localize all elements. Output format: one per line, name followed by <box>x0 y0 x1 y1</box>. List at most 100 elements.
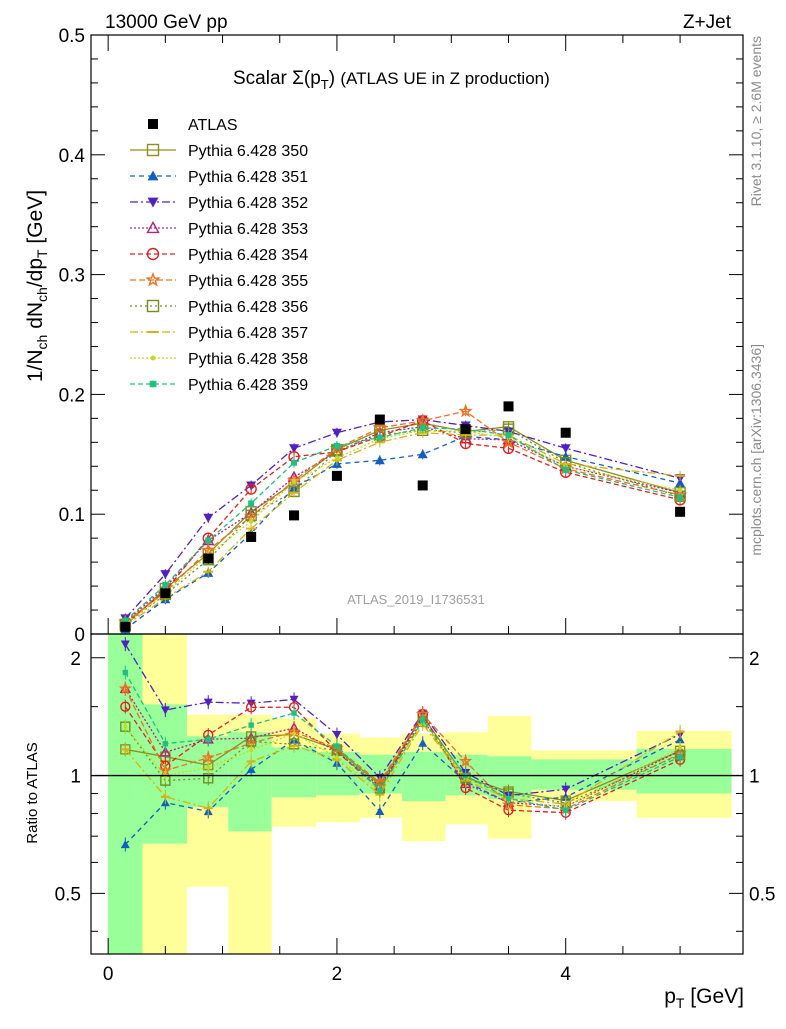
legend-label: Pythia 6.428 354 <box>188 247 308 264</box>
ratio-tick-label-right: 1 <box>749 767 760 788</box>
main-series-layer <box>118 401 688 634</box>
series-10 <box>122 422 684 626</box>
ratio-band-green-4 <box>271 747 317 798</box>
chart-title: Scalar Σ(pT) (ATLAS UE in Z production) <box>233 68 550 92</box>
legend-label: Pythia 6.428 359 <box>188 377 308 394</box>
ratio-line <box>124 672 681 811</box>
ratio-band-green-7 <box>402 751 446 802</box>
ratio-tick-label-right: 0.5 <box>749 884 775 905</box>
legend-marker <box>146 143 160 157</box>
ratio-point <box>420 717 426 723</box>
ratio-point <box>120 701 131 712</box>
legend-item: Pythia 6.428 350 <box>130 143 308 160</box>
ratio-point <box>677 753 683 760</box>
ratio-point <box>120 839 130 849</box>
legend-marker <box>147 170 159 181</box>
legend-item: Pythia 6.428 351 <box>130 169 308 186</box>
energy-label: 13000 GeV pp <box>105 12 228 33</box>
series-line <box>124 435 681 630</box>
ratio-point <box>458 754 473 767</box>
y-tick-label: 0.1 <box>59 505 85 526</box>
ratio-point <box>118 681 132 695</box>
series-point <box>334 455 340 461</box>
process-label: Z+Jet <box>683 12 732 33</box>
series-point <box>419 424 426 431</box>
ratio-band-green-10 <box>531 759 637 790</box>
legend-label: Pythia 6.428 350 <box>188 143 308 160</box>
series-point <box>331 428 342 438</box>
ratio-line <box>125 714 681 802</box>
series-point <box>677 487 683 493</box>
ratio-series-10 <box>122 665 683 818</box>
x-tick-label: 4 <box>560 964 571 985</box>
data-point <box>120 621 131 632</box>
data-point <box>246 531 257 542</box>
legend-label: Pythia 6.428 353 <box>188 221 308 238</box>
legend-item: Pythia 6.428 357 <box>130 325 308 342</box>
ratio-frame <box>90 633 744 955</box>
ratio-point <box>292 731 297 736</box>
data-point <box>331 470 342 481</box>
data-point <box>203 553 214 564</box>
ratio-point <box>206 765 211 770</box>
rivet-label: Rivet 3.1.10, ≥ 2.6M events <box>748 36 764 206</box>
ratio-tick-label: 0.5 <box>55 884 81 905</box>
ratio-uncertainty-bands <box>108 634 732 954</box>
data-point <box>160 588 171 599</box>
x-axis-label: pT [GeV] <box>664 985 744 1011</box>
legend-marker <box>150 355 156 361</box>
ratio-point <box>375 806 385 815</box>
ratio-y-axis-label: Ratio to ATLAS <box>24 742 41 843</box>
legend-item: Pythia 6.428 358 <box>130 351 308 368</box>
series-point <box>560 451 571 461</box>
series-line <box>124 422 681 627</box>
series-line <box>124 410 681 623</box>
ratio-tick-label: 2 <box>70 649 81 670</box>
ratio-point <box>561 785 571 794</box>
ratio-line <box>124 688 681 810</box>
ratio-point <box>159 746 172 757</box>
ratio-point <box>203 698 213 707</box>
ratio-point <box>334 755 339 760</box>
series-line <box>124 432 681 627</box>
series-line <box>124 428 681 625</box>
series-line <box>124 427 681 622</box>
ratio-point <box>120 640 130 649</box>
legend-label: Pythia 6.428 351 <box>188 169 308 186</box>
series-point <box>562 466 569 473</box>
legend-marker <box>146 299 160 313</box>
legend-marker <box>145 271 161 287</box>
series-line <box>124 420 681 624</box>
ratio-line <box>124 688 681 808</box>
series-point <box>677 494 684 501</box>
ratio-point <box>505 795 512 802</box>
legend-label: ATLAS <box>188 117 238 134</box>
data-series <box>120 401 686 632</box>
legend-item: Pythia 6.428 359 <box>130 377 308 394</box>
ratio-point <box>246 764 256 773</box>
y-tick-label: 0.4 <box>59 146 86 167</box>
data-point <box>675 506 686 517</box>
ratio-point <box>201 750 215 764</box>
legend-item: Pythia 6.428 352 <box>130 195 308 212</box>
series-point <box>333 442 340 449</box>
y-tick-label: 0.2 <box>59 385 85 406</box>
series-point <box>248 519 254 524</box>
data-point <box>374 414 385 425</box>
watermark: ATLAS_2019_I1736531 <box>347 592 485 607</box>
ratio-point <box>205 736 211 742</box>
ratio-line <box>124 720 681 808</box>
ratio-point <box>122 669 129 676</box>
mcplots-label: mcplots.cern.ch [arXiv:1306.3436] <box>748 344 764 556</box>
ratio-point <box>332 730 342 740</box>
y-tick-label: 0.3 <box>59 266 85 287</box>
ratio-line <box>124 722 681 809</box>
data-point <box>289 510 300 521</box>
data-point <box>417 480 428 491</box>
series-point <box>560 444 571 454</box>
series-point <box>505 432 512 439</box>
ratio-point <box>563 807 569 813</box>
y-tick-label: 0 <box>74 625 85 646</box>
legend-marker <box>146 221 160 234</box>
